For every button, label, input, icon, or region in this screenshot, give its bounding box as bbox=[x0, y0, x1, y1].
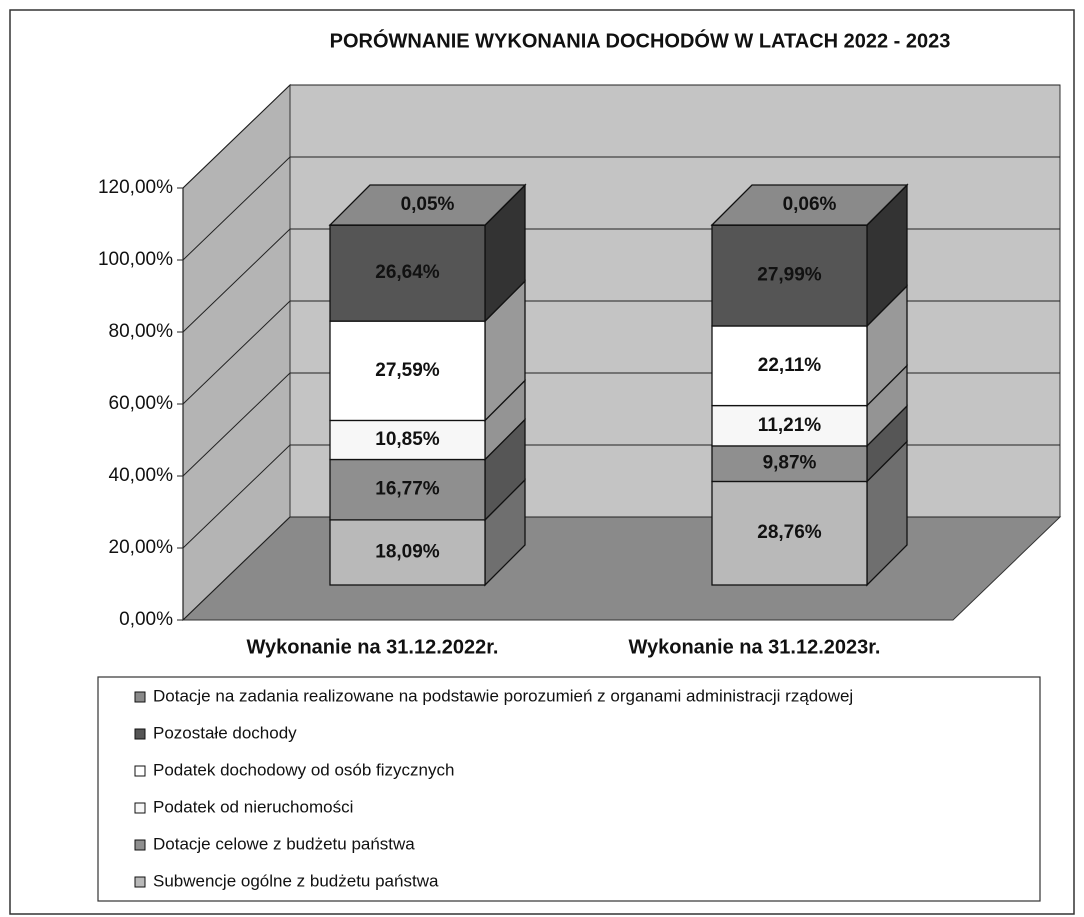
value-label: 27,99% bbox=[757, 265, 822, 286]
value-label: 16,77% bbox=[375, 479, 440, 500]
value-label: 22,11% bbox=[758, 355, 821, 376]
legend-label: Dotacje celowe z budżetu państwa bbox=[153, 834, 415, 853]
y-tick-label: 40,00% bbox=[109, 465, 174, 486]
legend-swatch bbox=[134, 802, 146, 814]
y-tick-label: 120,00% bbox=[98, 177, 173, 198]
bar bbox=[711, 224, 868, 327]
y-tick-label: 80,00% bbox=[109, 321, 174, 342]
legend-box bbox=[97, 676, 1041, 902]
legend-label: Pozostałe dochody bbox=[153, 723, 297, 742]
floor bbox=[181, 516, 1062, 621]
bar bbox=[329, 458, 486, 521]
value-label: 0,05% bbox=[401, 194, 455, 215]
bar bbox=[711, 404, 868, 447]
legend-swatch bbox=[134, 765, 146, 777]
value-label: 10,85% bbox=[375, 429, 440, 450]
value-label: 28,76% bbox=[757, 522, 822, 543]
y-tick-label: 0,00% bbox=[119, 609, 173, 630]
legend-swatch bbox=[134, 876, 146, 888]
value-label: 26,64% bbox=[375, 262, 440, 283]
legend-swatch bbox=[134, 728, 146, 740]
value-label: 9,87% bbox=[763, 453, 817, 474]
legend-swatch bbox=[134, 691, 146, 703]
value-label: 0,06% bbox=[783, 194, 837, 215]
bar-top bbox=[710, 184, 909, 226]
x-tick-label: Wykonanie na 31.12.2023r. bbox=[628, 636, 880, 658]
bar-top bbox=[328, 184, 527, 226]
chart-title: PORÓWNANIE WYKONANIA DOCHODÓW W LATACH 2… bbox=[330, 28, 951, 52]
y-tick-label: 60,00% bbox=[109, 393, 174, 414]
y-tick-label: 20,00% bbox=[109, 537, 174, 558]
bar bbox=[711, 480, 868, 586]
legend-label: Dotacje na zadania realizowane na podsta… bbox=[153, 686, 853, 705]
legend-label: Podatek od nieruchomości bbox=[153, 797, 353, 816]
x-tick-label: Wykonanie na 31.12.2022r. bbox=[246, 636, 498, 658]
bar bbox=[329, 419, 486, 461]
bar bbox=[329, 320, 486, 422]
bar bbox=[329, 224, 486, 322]
legend-swatch bbox=[134, 839, 146, 851]
value-label: 18,09% bbox=[375, 541, 440, 562]
value-label: 27,59% bbox=[375, 360, 440, 381]
bar bbox=[711, 325, 868, 407]
value-label: 11,21% bbox=[758, 415, 821, 436]
grid-line bbox=[182, 84, 1060, 189]
y-tick-label: 100,00% bbox=[98, 249, 173, 270]
legend-label: Podatek dochodowy od osób fizycznych bbox=[153, 760, 454, 779]
legend-label: Subwencje ogólne z budżetu państwa bbox=[153, 871, 439, 890]
grid-line bbox=[182, 156, 1060, 261]
